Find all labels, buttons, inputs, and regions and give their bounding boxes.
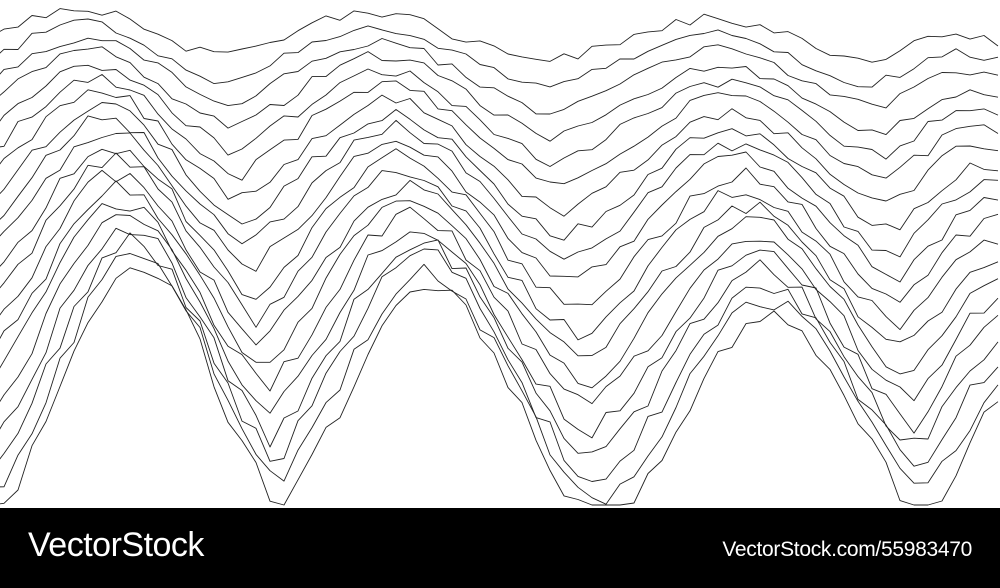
wave-line [0, 64, 999, 167]
wave-line [0, 89, 999, 217]
wave-line [0, 214, 999, 439]
vectorstock-logo: VectorStock [28, 526, 204, 564]
wave-line [0, 46, 999, 142]
wave-line [0, 169, 999, 357]
wave-line [0, 37, 999, 115]
wave-line [0, 152, 999, 341]
wave-line [0, 227, 999, 454]
wave-line [0, 180, 999, 389]
wave-lines-svg [0, 8, 999, 506]
wave-line [0, 74, 999, 185]
wave-line [0, 18, 999, 88]
wave-lines-artwork [0, 8, 999, 506]
image-id-text: VectorStock.com/55983470 [722, 538, 972, 561]
watermark-bar: VectorStock VectorStock.com/55983470 [0, 508, 1000, 588]
wave-line [0, 232, 999, 482]
wave-line [0, 267, 999, 506]
wave-line [0, 115, 999, 260]
wave-line [0, 203, 999, 405]
wave-line [0, 253, 999, 505]
wave-line [0, 148, 999, 306]
wave-line [0, 102, 999, 241]
wave-line [0, 132, 999, 283]
wave-line [0, 8, 999, 63]
